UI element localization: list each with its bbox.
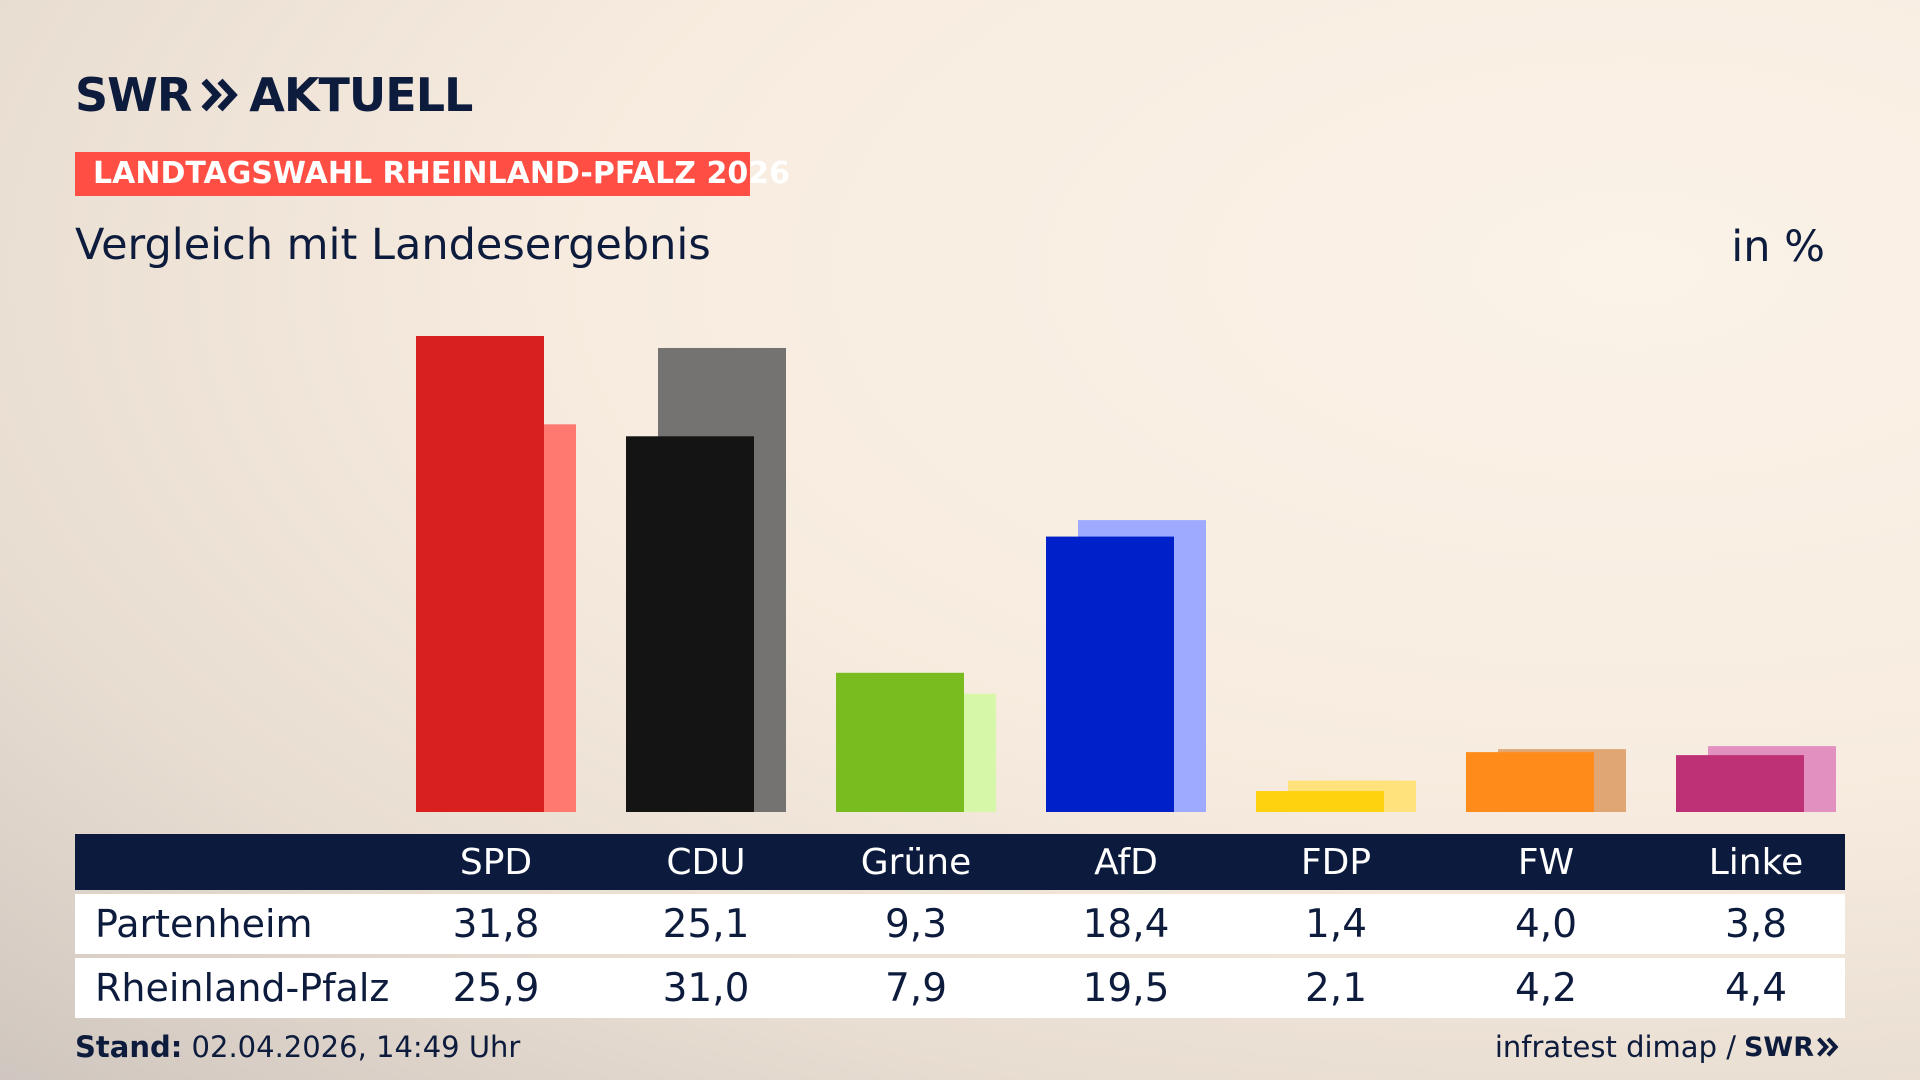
column-header-spd: SPD: [459, 841, 533, 883]
table-cell: 31,8: [452, 901, 540, 947]
row-label: Rheinland-Pfalz: [95, 966, 390, 1010]
table-row: Partenheim 31,8 25,1 9,3 18,4 1,4 4,0 3,8: [75, 894, 1845, 954]
election-tag: LANDTAGSWAHL RHEINLAND-PFALZ 2026: [75, 152, 790, 196]
table-cell: 7,9: [884, 965, 948, 1011]
chart-subtitle: Vergleich mit Landesergebnis: [75, 220, 711, 270]
stand-label: Stand:: [75, 1030, 183, 1064]
table-row: Rheinland-Pfalz 25,9 31,0 7,9 19,5 2,1 4,2 4,4: [75, 958, 1845, 1018]
source-text: infratest dimap /: [1494, 1030, 1736, 1064]
table-header: SPD CDU Grüne AfD FDP FW Linke: [75, 834, 1845, 890]
bar-spd-local: [416, 336, 544, 812]
column-header-afd: AfD: [1094, 841, 1158, 883]
table-cell: 19,5: [1082, 965, 1170, 1011]
column-header-fdp: FDP: [1300, 841, 1372, 883]
table-cell: 25,1: [662, 901, 750, 947]
table-cell: 18,4: [1082, 901, 1170, 947]
logo-swr: SWR: [75, 68, 192, 122]
source-brand: SWR: [1744, 1032, 1840, 1063]
column-header-fw: FW: [1517, 841, 1575, 883]
bar-cdu-local: [626, 436, 754, 812]
bar-fdp-local: [1256, 791, 1384, 812]
double-chevron-icon: [201, 78, 239, 112]
table-cell: 9,3: [884, 901, 948, 947]
bar-fw-local: [1466, 752, 1594, 812]
logo-aktuell: AKTUELL: [249, 68, 473, 122]
results-table: SPD CDU Grüne AfD FDP FW Linke Partenheim 31,8…: [75, 834, 1845, 1018]
table-cell: 31,0: [662, 965, 750, 1011]
table-cell: 4,2: [1514, 965, 1578, 1011]
table-cell: 4,0: [1514, 901, 1578, 947]
bar-grüne-local: [836, 672, 964, 812]
row-label: Partenheim: [95, 902, 313, 946]
stand-value: 02.04.2026, 14:49 Uhr: [182, 1030, 521, 1064]
double-chevron-icon: [1817, 1037, 1839, 1057]
table-cell: 4,4: [1724, 965, 1788, 1011]
table-cell: 1,4: [1304, 901, 1368, 947]
source-credit: infratest dimap / SWR: [1495, 1030, 1840, 1064]
column-header-linke: Linke: [1708, 841, 1804, 883]
table-cell: 2,1: [1304, 965, 1368, 1011]
source-brand-text: SWR: [1743, 1031, 1814, 1063]
timestamp: Stand: 02.04.2026, 14:49 Uhr: [75, 1030, 520, 1064]
column-header-cdu: CDU: [666, 841, 746, 883]
bar-afd-local: [1046, 536, 1174, 812]
column-header-grüne: Grüne: [860, 841, 972, 883]
unit-label: in %: [1731, 222, 1825, 272]
table-cell: 3,8: [1724, 901, 1788, 947]
table-cell: 25,9: [452, 965, 540, 1011]
bar-linke-local: [1676, 755, 1804, 812]
swr-aktuell-logo: SWR AKTUELL: [75, 68, 473, 122]
bar-chart: [416, 336, 1836, 812]
